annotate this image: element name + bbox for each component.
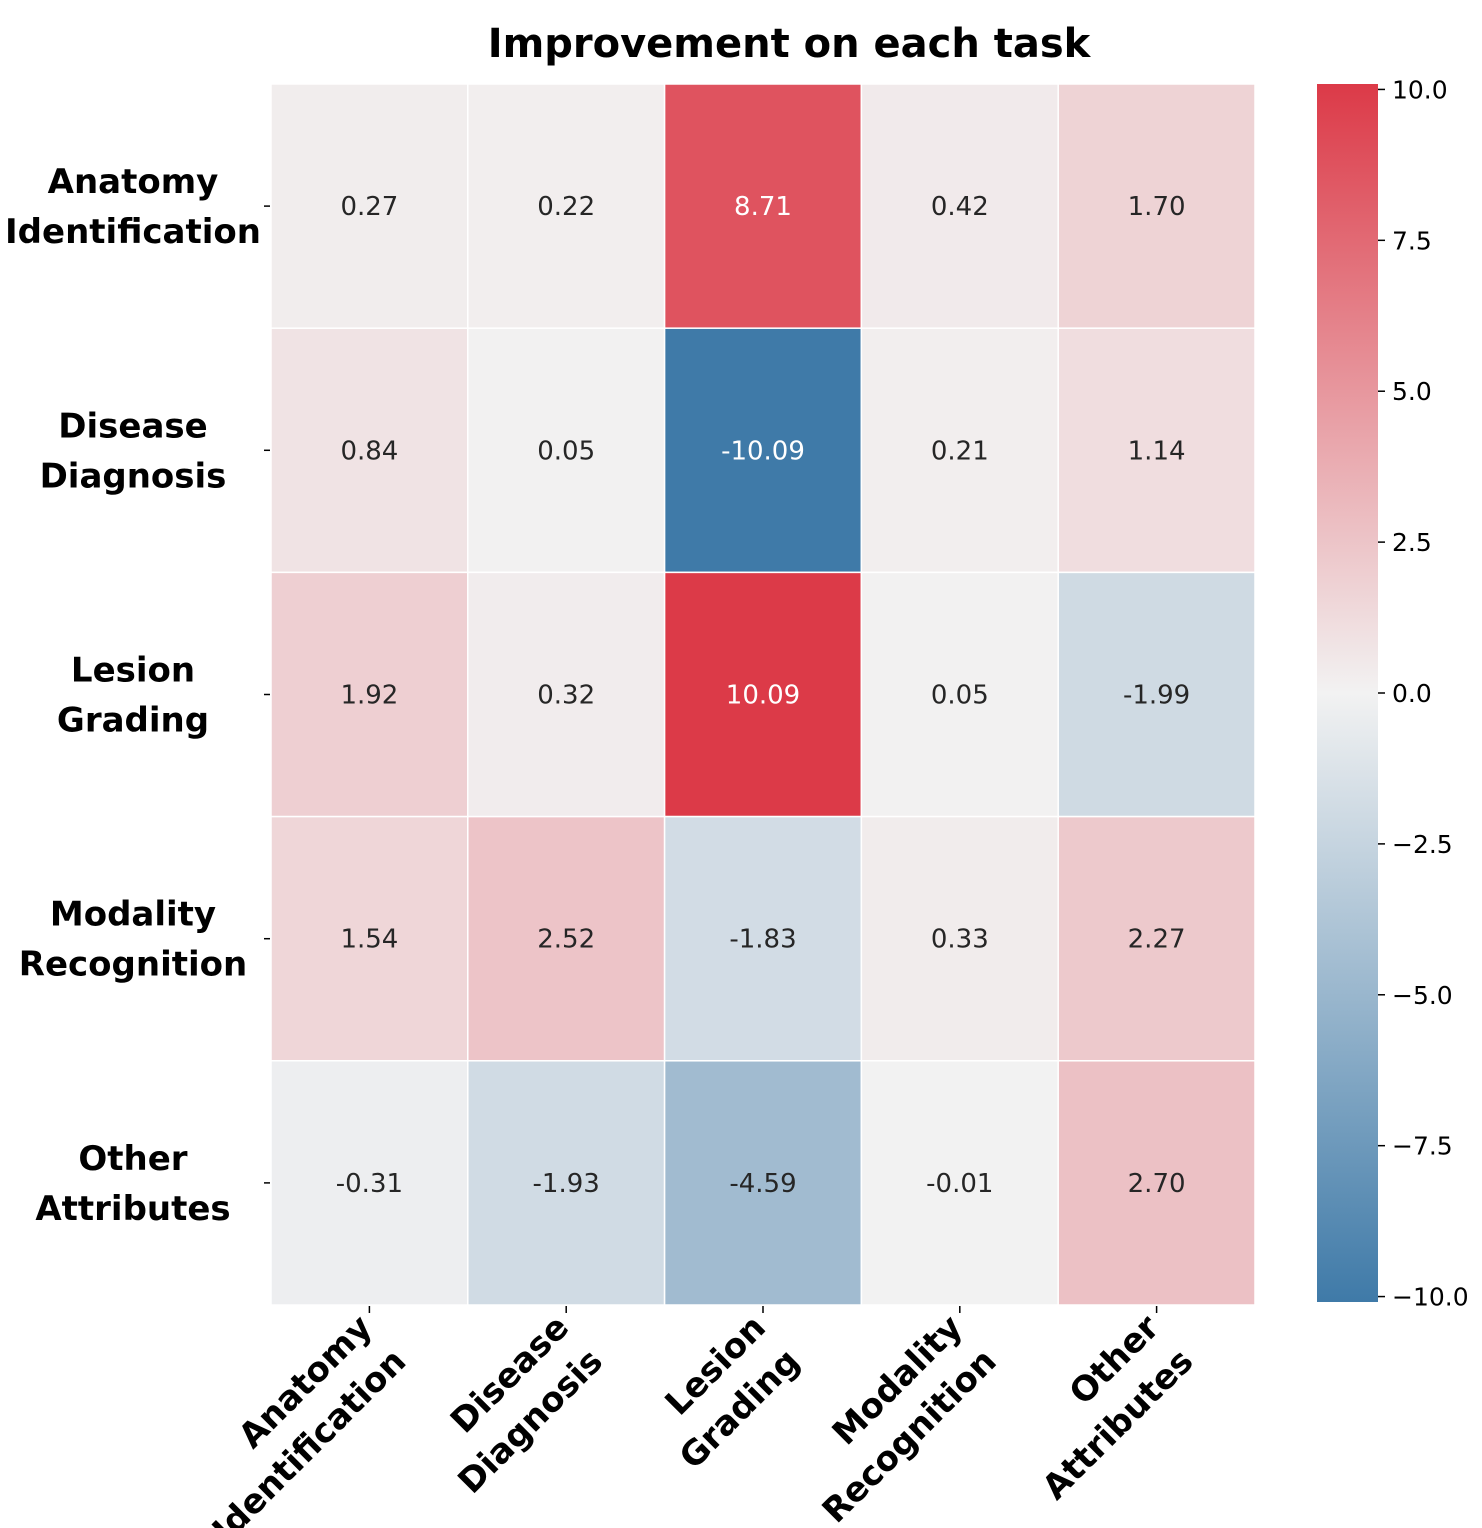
heatmap-cell [1057, 83, 1256, 329]
column-label-text: DiseaseDiagnosis [416, 1307, 610, 1501]
cell-value-label: 0.33 [931, 925, 989, 955]
heatmap-cell [270, 815, 469, 1062]
cell-value-label: -10.09 [721, 436, 805, 466]
heatmap-cell [467, 83, 666, 329]
column-labels: AnatomyIdentification DiseaseDiagnosis Les… [171, 1306, 1202, 1528]
column-label: OtherAttributes [1001, 1307, 1202, 1508]
heatmap-cell [467, 327, 666, 574]
column-label-text: ModalityRecognition [781, 1307, 1005, 1528]
cell-value-label: 8.71 [734, 192, 792, 222]
cell-value-label: 0.32 [537, 681, 595, 711]
row-label: Lesion Grading [57, 651, 209, 741]
chart-title: Improvement on each task [488, 21, 1092, 67]
row-label: Disease Diagnosis [40, 406, 227, 496]
cell-value-label: -0.31 [336, 1169, 403, 1199]
colorbar-tick-label: 2.5 [1392, 528, 1432, 557]
heatmap-cell [663, 327, 863, 574]
cell-value-label: 2.52 [537, 925, 595, 955]
heatmap-cell [663, 815, 863, 1062]
colorbar-tick-label: −10.0 [1392, 1283, 1469, 1312]
column-label: DiseaseDiagnosis [416, 1307, 611, 1501]
cell-value-label: 0.42 [931, 192, 989, 222]
column-label: AnatomyIdentification [171, 1307, 414, 1528]
colorbar-tick-label: 10.0 [1392, 75, 1448, 104]
row-label: Other Attributes [35, 1139, 230, 1229]
cell-value-label: 0.21 [931, 436, 989, 466]
column-label-text: LesionGrading [638, 1307, 808, 1477]
heatmap-cell [1057, 1060, 1256, 1306]
cell-value-label: -1.83 [729, 925, 796, 955]
cell-value-label: 0.05 [537, 436, 595, 466]
cell-value-label: -1.93 [533, 1169, 600, 1199]
heatmap-cell [270, 327, 469, 574]
cell-value-label: 0.84 [340, 436, 398, 466]
colorbar-tick-label: 5.0 [1392, 377, 1432, 406]
colorbar-ticks: 10.0 7.5 5.0 2.5 0.0 −2.5 −5.0 −7.5 −10.0 [1378, 75, 1469, 1312]
cell-value-label: 10.09 [726, 681, 800, 711]
cell-value-label: -4.59 [729, 1169, 796, 1199]
column-label: ModalityRecognition [781, 1307, 1005, 1528]
column-label-text: AnatomyIdentification [171, 1307, 414, 1528]
heatmap-cell [663, 1060, 863, 1306]
heatmap-cell [860, 571, 1059, 818]
row-labels: Anatomy Identification Disease Diagnosis Les… [5, 162, 270, 1229]
cell-value-label: 1.70 [1128, 192, 1186, 222]
column-label-text: OtherAttributes [1001, 1307, 1202, 1508]
cell-value-label: 2.70 [1128, 1169, 1186, 1199]
colorbar-tick-label: −7.5 [1392, 1132, 1453, 1161]
colorbar-tick-label: 7.5 [1392, 226, 1432, 255]
cell-value-label: -0.01 [926, 1169, 993, 1199]
heatmap-cell [467, 571, 666, 818]
cell-value-label: 1.92 [340, 681, 398, 711]
colorbar-tick-label: 0.0 [1392, 679, 1432, 708]
heatmap-cell [270, 83, 469, 329]
heatmap-cell [1057, 815, 1256, 1062]
heatmap-cell [860, 815, 1059, 1062]
cell-value-label: 2.27 [1128, 925, 1186, 955]
row-label: Modality Recognition [19, 895, 247, 985]
heatmap-cell [663, 571, 863, 818]
heatmap-cell [467, 815, 666, 1062]
colorbar-tick-label: −5.0 [1392, 981, 1453, 1010]
cell-value-label: 0.05 [931, 681, 989, 711]
colorbar-tick-label: −2.5 [1392, 830, 1453, 859]
heatmap-cell [1057, 571, 1256, 818]
column-label: LesionGrading [638, 1307, 808, 1477]
heatmap-cell [467, 1060, 666, 1306]
cell-value-label: 0.22 [537, 192, 595, 222]
heatmap-cell [663, 83, 863, 329]
cell-value-label: 0.27 [340, 192, 398, 222]
colorbar [1317, 84, 1378, 1302]
heatmap-cells: 0.27 0.22 8.71 0.42 1.70 0.84 0.05 -10.09 0.21 1.… [270, 83, 1256, 1306]
heatmap-cell [1057, 327, 1256, 574]
cell-value-label: -1.99 [1123, 681, 1190, 711]
row-label: Anatomy Identification [5, 162, 261, 252]
heatmap-cell [860, 83, 1059, 329]
cell-value-label: 1.14 [1128, 436, 1186, 466]
cell-value-label: 1.54 [340, 925, 398, 955]
heatmap-cell [270, 1060, 469, 1306]
